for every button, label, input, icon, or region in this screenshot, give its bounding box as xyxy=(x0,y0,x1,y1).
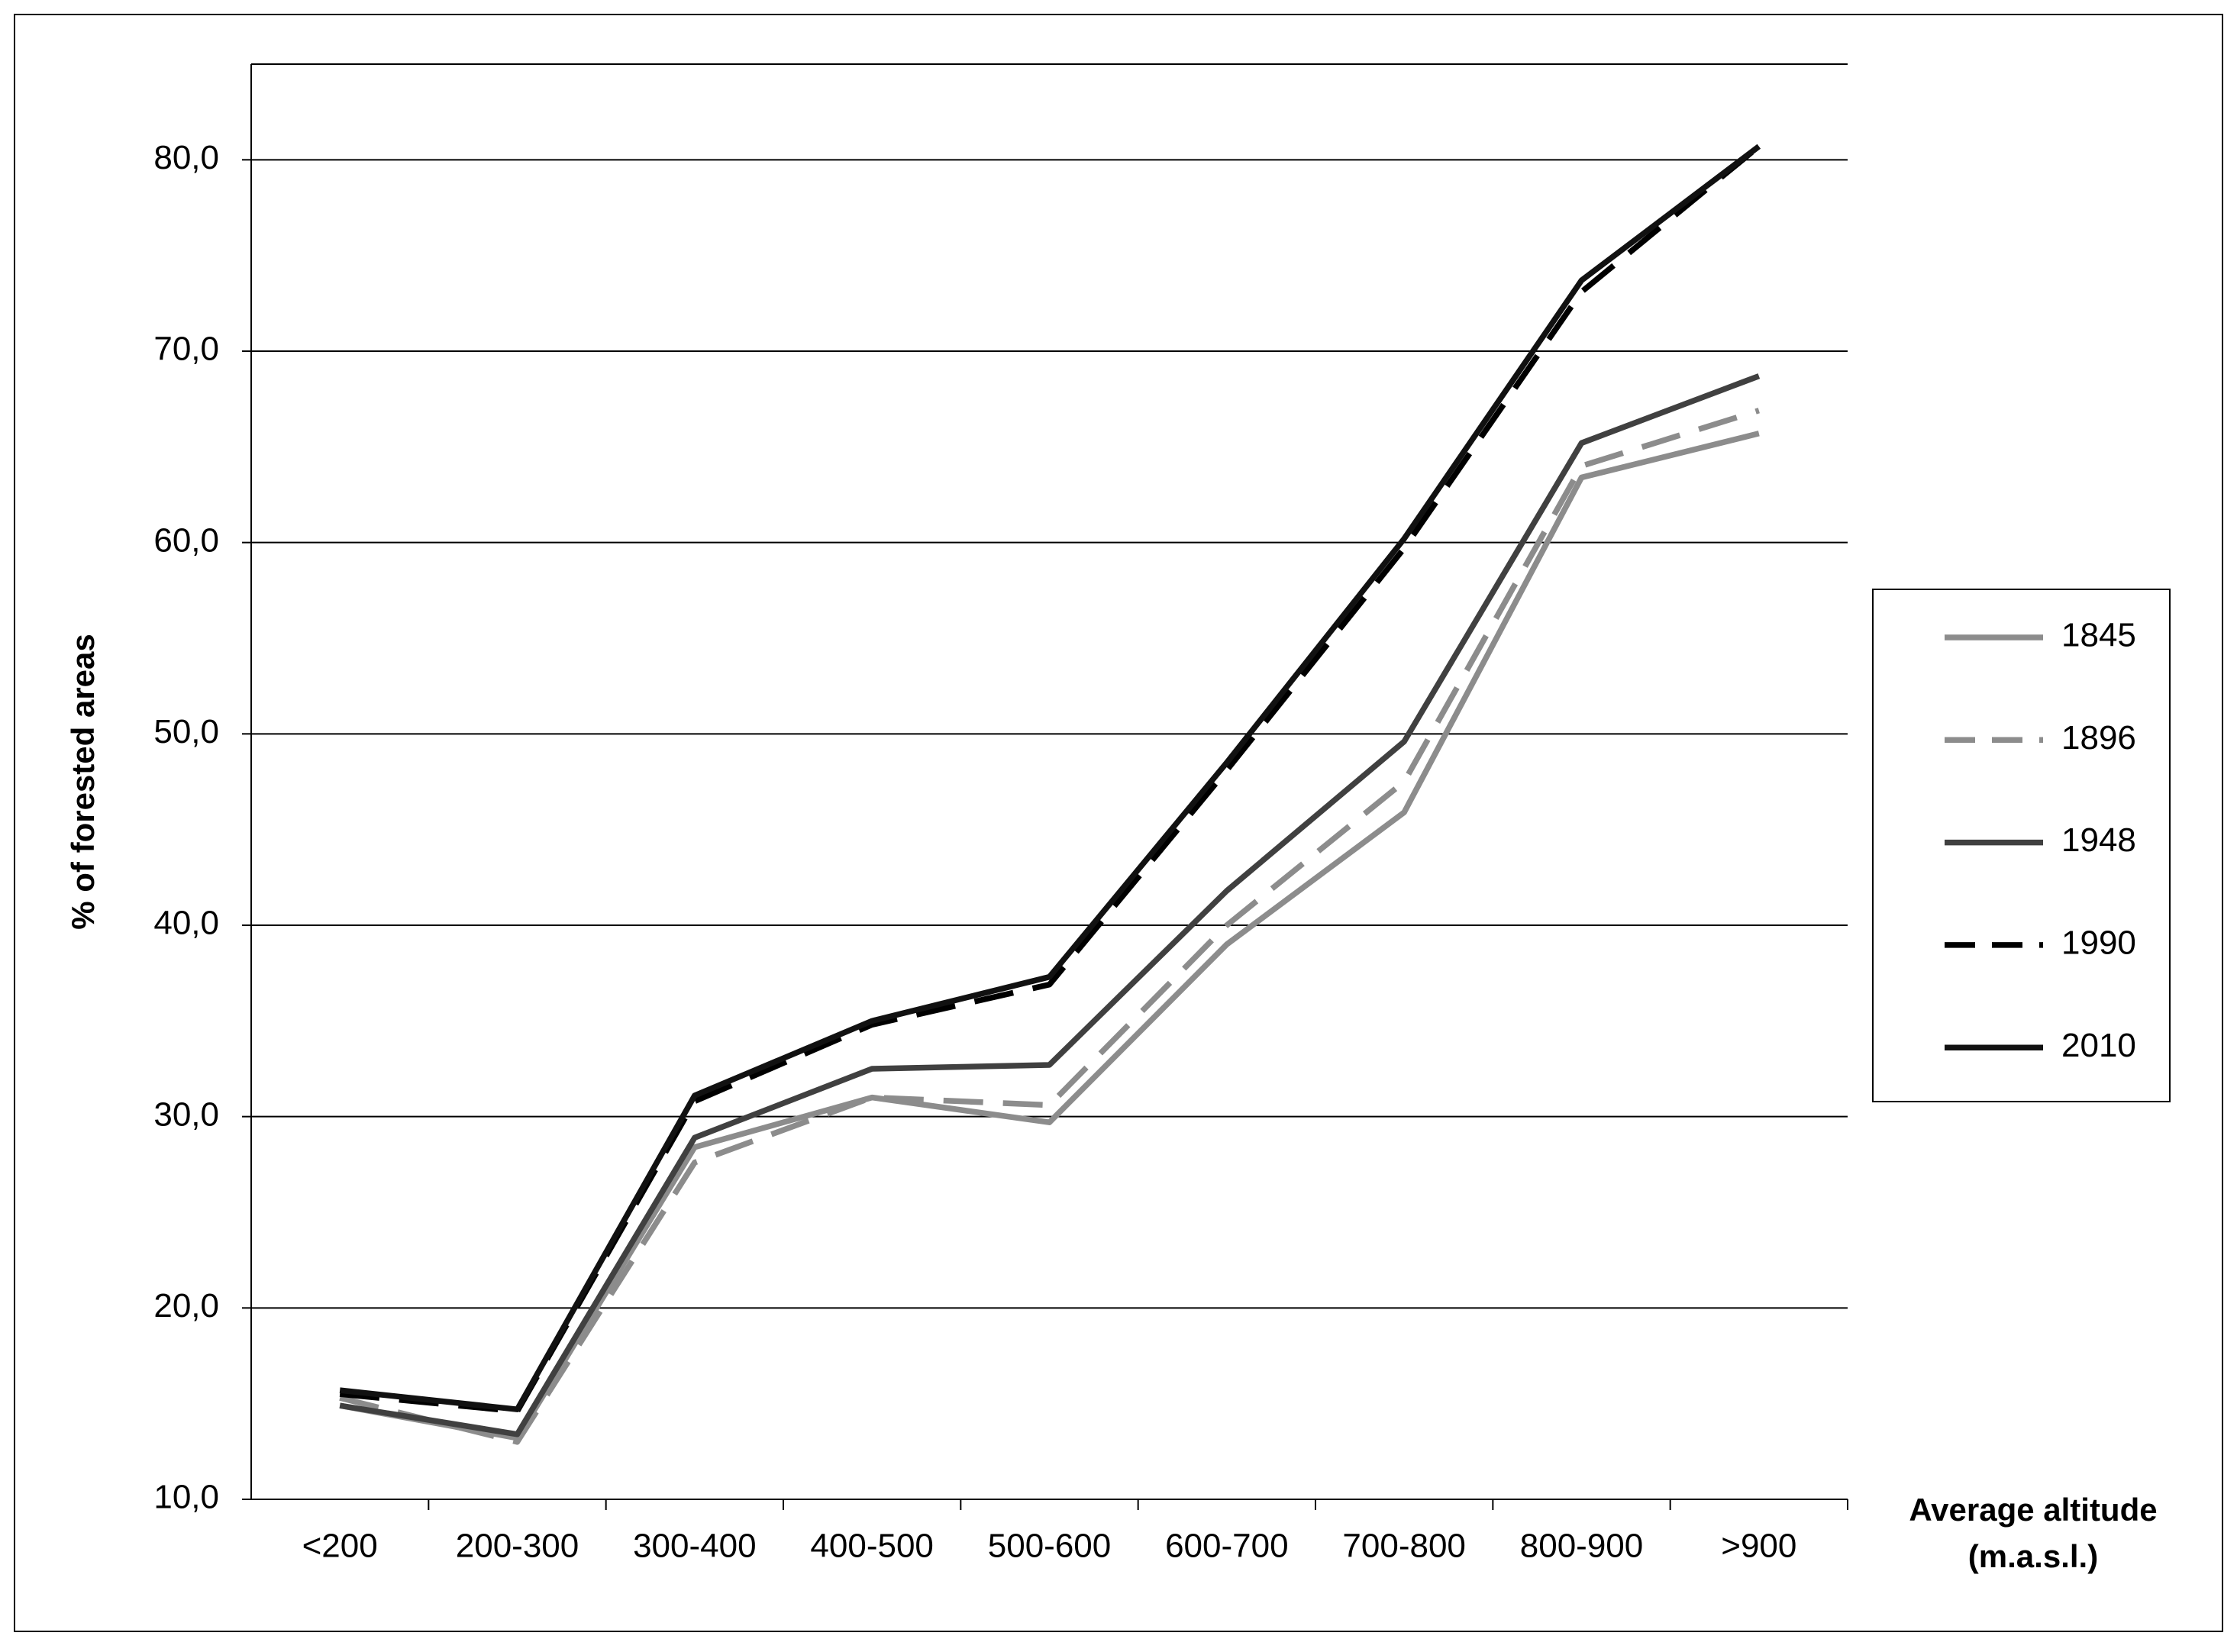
legend-label: 1990 xyxy=(2061,924,2136,962)
legend-label: 1896 xyxy=(2061,719,2136,757)
y-tick-label: 50,0 xyxy=(153,713,219,750)
legend-label: 1948 xyxy=(2061,821,2136,859)
series-line xyxy=(339,373,1761,1437)
y-axis-title: % of forested areas xyxy=(65,634,101,929)
y-tick-label: 70,0 xyxy=(153,331,219,368)
x-tick-label: 600-700 xyxy=(1165,1528,1288,1565)
series-line xyxy=(339,144,1761,1412)
x-tick-label: 800-900 xyxy=(1520,1528,1643,1565)
frame xyxy=(14,14,2223,1632)
x-tick-label: 700-800 xyxy=(1342,1528,1465,1565)
y-tick-label: 30,0 xyxy=(153,1095,219,1133)
series-line xyxy=(339,431,1760,1441)
legend-label: 2010 xyxy=(2061,1027,2136,1064)
x-axis-title: Average altitude xyxy=(1909,1492,2157,1528)
y-tick-label: 20,0 xyxy=(153,1287,219,1325)
y-tick-label: 60,0 xyxy=(153,521,219,559)
series-line xyxy=(339,144,1761,1415)
legend-box xyxy=(1872,589,2171,1102)
x-tick-label: >900 xyxy=(1721,1528,1796,1565)
y-tick-label: 40,0 xyxy=(153,905,219,942)
x-tick-label: 400-500 xyxy=(810,1528,933,1565)
x-tick-label: 300-400 xyxy=(633,1528,756,1565)
legend-label: 1845 xyxy=(2061,617,2136,654)
x-tick-label: 500-600 xyxy=(988,1528,1111,1565)
x-tick-label: 200-300 xyxy=(456,1528,579,1565)
y-tick-label: 80,0 xyxy=(153,139,219,176)
y-tick-label: 10,0 xyxy=(153,1479,219,1516)
x-axis-title: (m.a.s.l.) xyxy=(1968,1538,2098,1574)
x-tick-label: <200 xyxy=(302,1528,378,1565)
